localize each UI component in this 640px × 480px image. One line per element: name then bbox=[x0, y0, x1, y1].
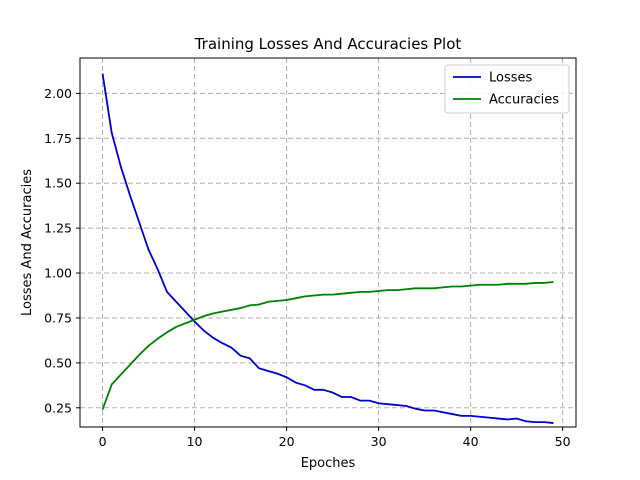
y-tick-label: 1.00 bbox=[44, 266, 72, 281]
series-line-accuracies bbox=[101, 281, 554, 410]
legend-label-accuracies: Accuracies bbox=[489, 93, 559, 108]
y-tick-label: 1.50 bbox=[44, 176, 72, 191]
y-axis-label: Losses And Accuracies bbox=[20, 169, 35, 316]
y-tick-label: 0.50 bbox=[44, 355, 72, 370]
x-tick-label: 50 bbox=[555, 434, 571, 449]
y-tick-label: 0.75 bbox=[44, 310, 72, 325]
x-tick-label: 10 bbox=[187, 434, 203, 449]
legend: Losses Accuracies bbox=[444, 64, 570, 114]
x-tick-label: 0 bbox=[99, 434, 107, 449]
tick-layer: 0 10 20 30 40 50 0.25 0.50 0.75 1.00 1.25 1.50 1.75 2… bbox=[44, 86, 571, 449]
series-line-losses bbox=[101, 73, 554, 424]
x-tick-label: 20 bbox=[279, 434, 295, 449]
x-tick-label: 30 bbox=[371, 434, 387, 449]
y-tick-label: 2.00 bbox=[44, 86, 72, 101]
y-tick-label: 1.75 bbox=[44, 131, 72, 146]
x-tick-label: 40 bbox=[463, 434, 479, 449]
legend-label-losses: Losses bbox=[489, 71, 533, 86]
y-tick-label: 0.25 bbox=[44, 400, 72, 415]
plot-frame bbox=[79, 57, 577, 428]
series-layer bbox=[101, 73, 554, 424]
x-axis-label: Epoches bbox=[301, 456, 356, 471]
grid-layer bbox=[80, 58, 576, 427]
chart-title: Training Losses And Accuracies Plot bbox=[194, 35, 462, 53]
y-tick-label: 1.25 bbox=[44, 221, 72, 236]
